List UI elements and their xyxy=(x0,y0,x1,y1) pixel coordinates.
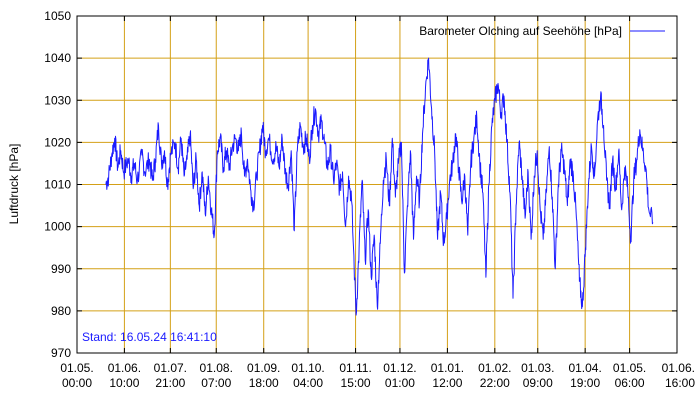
y-tick-label: 1030 xyxy=(44,93,71,107)
x-tick-label-date: 01.05. xyxy=(613,361,646,375)
x-tick-label-date: 01.09. xyxy=(247,361,280,375)
x-tick-label-time: 19:00 xyxy=(570,376,600,390)
x-tick-label-date: 01.05. xyxy=(60,361,93,375)
x-tick-label-date: 01.10. xyxy=(291,361,324,375)
x-tick-label-time: 21:00 xyxy=(155,376,185,390)
x-tick-label-date: 01.07. xyxy=(154,361,187,375)
tick-layer: 97098099010001010102010301040105001.05.0… xyxy=(44,9,695,390)
x-tick-label-time: 22:00 xyxy=(480,376,510,390)
x-tick-label-time: 04:00 xyxy=(293,376,323,390)
x-tick-label-date: 01.04. xyxy=(568,361,601,375)
y-tick-label: 980 xyxy=(51,304,71,318)
x-tick-label-time: 15:00 xyxy=(341,376,371,390)
grid-layer xyxy=(77,16,677,353)
x-tick-label-time: 07:00 xyxy=(201,376,231,390)
x-tick-label-time: 00:00 xyxy=(62,376,92,390)
x-tick-label-date: 01.02. xyxy=(478,361,511,375)
x-tick-label-date: 01.06. xyxy=(108,361,141,375)
x-tick-label-date: 01.11. xyxy=(339,361,371,375)
legend-label: Barometer Olching auf Seehöhe [hPa] xyxy=(419,24,622,38)
x-tick-label-date: 01.03. xyxy=(521,361,554,375)
x-tick-label-time: 16:00 xyxy=(665,376,695,390)
y-tick-label: 1050 xyxy=(44,9,71,23)
y-tick-label: 1010 xyxy=(44,178,71,192)
x-tick-label-date: 01.06. xyxy=(662,361,695,375)
x-tick-label-date: 01.12. xyxy=(383,361,416,375)
x-tick-label-time: 01:00 xyxy=(385,376,415,390)
x-tick-label-time: 10:00 xyxy=(109,376,139,390)
stand-annotation: Stand: 16.05.24 16:41:10 xyxy=(82,330,217,344)
series-line xyxy=(105,57,654,316)
y-tick-label: 1040 xyxy=(44,51,71,65)
x-tick-label-time: 18:00 xyxy=(249,376,279,390)
x-tick-label-time: 12:00 xyxy=(432,376,462,390)
y-axis-label: Luftdruck [hPa] xyxy=(7,144,21,225)
y-tick-label: 970 xyxy=(51,346,71,360)
y-tick-label: 1020 xyxy=(44,135,71,149)
x-tick-label-time: 06:00 xyxy=(615,376,645,390)
x-tick-label-date: 01.08. xyxy=(200,361,233,375)
x-tick-label-time: 09:00 xyxy=(523,376,553,390)
x-tick-label-date: 01.01. xyxy=(431,361,464,375)
legend: Barometer Olching auf Seehöhe [hPa] xyxy=(419,24,665,38)
y-tick-label: 1000 xyxy=(44,220,71,234)
y-tick-label: 990 xyxy=(51,262,71,276)
